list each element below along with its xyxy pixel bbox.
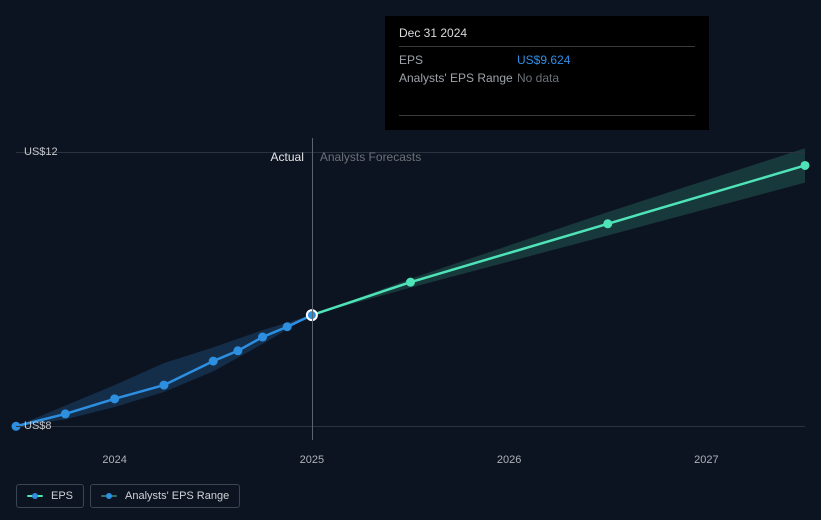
chart-legend: EPS Analysts' EPS Range [16,484,240,508]
legend-swatch-eps-icon [27,491,43,501]
tooltip-value: No data [517,69,695,87]
eps_actual-marker[interactable] [111,395,119,403]
plot-area[interactable] [16,138,805,440]
legend-label: Analysts' EPS Range [125,490,229,502]
tooltip-row-eps: EPS US$9.624 [399,51,695,69]
y-gridline [16,426,805,427]
x-tick-label: 2024 [102,454,126,466]
eps_actual-range [16,315,312,426]
legend-swatch-range-icon [101,491,117,501]
chart-tooltip: Dec 31 2024 EPS US$9.624 Analysts' EPS R… [385,16,709,130]
y-tick-label: US$8 [24,420,52,432]
legend-label: EPS [51,490,73,502]
legend-item-analysts-range[interactable]: Analysts' EPS Range [90,484,240,508]
x-tick-label: 2027 [694,454,718,466]
chart-svg [16,138,805,440]
tooltip-value: US$9.624 [517,51,695,69]
eps_forecast-marker[interactable] [801,161,809,169]
eps_forecast-marker[interactable] [407,278,415,286]
tooltip-date: Dec 31 2024 [399,26,695,40]
legend-item-eps[interactable]: EPS [16,484,84,508]
eps_actual-marker[interactable] [209,357,217,365]
section-label-forecast: Analysts Forecasts [320,150,421,164]
eps_actual-marker[interactable] [259,333,267,341]
section-label-actual: Actual [271,150,304,164]
actual-forecast-divider [312,138,313,440]
eps_actual-marker[interactable] [283,323,291,331]
y-tick-label: US$12 [24,146,58,158]
eps_actual-marker[interactable] [160,381,168,389]
tooltip-label: Analysts' EPS Range [399,69,517,87]
eps_forecast-marker[interactable] [604,220,612,228]
x-tick-label: 2025 [300,454,324,466]
eps_actual-marker[interactable] [61,410,69,418]
eps_actual-marker[interactable] [234,347,242,355]
eps-chart[interactable]: US$8US$122024202520262027ActualAnalysts … [16,138,805,440]
tooltip-label: EPS [399,51,517,69]
x-tick-label: 2026 [497,454,521,466]
tooltip-row-range: Analysts' EPS Range No data [399,69,695,87]
